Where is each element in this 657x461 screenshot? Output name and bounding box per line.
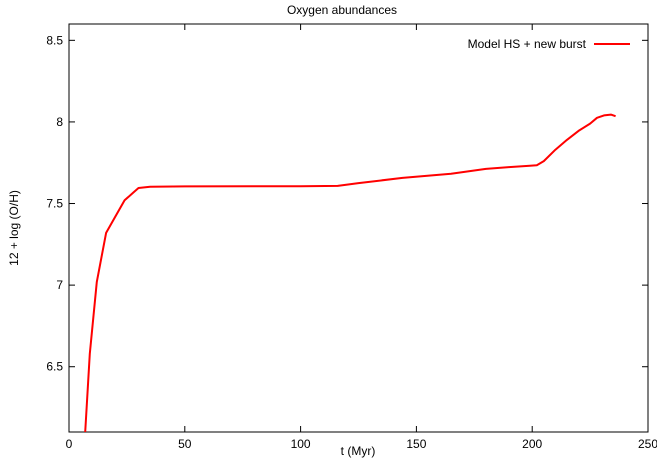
chart-title: Oxygen abundances xyxy=(287,3,397,17)
y-tick-label: 7.5 xyxy=(46,197,63,211)
legend: Model HS + new burst xyxy=(468,37,630,51)
y-tick-label: 7 xyxy=(56,278,63,292)
y-tick-label: 6.5 xyxy=(46,360,63,374)
x-tick-label: 0 xyxy=(66,437,73,451)
y-axis-label: 12 + log (O/H) xyxy=(7,190,21,266)
x-axis-label: t (Myr) xyxy=(341,444,376,458)
x-tick-label: 100 xyxy=(291,437,311,451)
series-line xyxy=(84,113,616,433)
x-axis: 0 50 100 150 200 250 xyxy=(66,24,657,451)
y-axis: 6.5 7 7.5 8 8.5 xyxy=(46,33,648,374)
y-tick-label: 8 xyxy=(56,115,63,129)
y-tick-label: 8.5 xyxy=(46,33,63,47)
x-tick-label: 150 xyxy=(406,437,426,451)
plot-frame xyxy=(68,23,649,433)
legend-label: Model HS + new burst xyxy=(468,37,587,51)
x-tick-label: 50 xyxy=(178,437,192,451)
x-tick-label: 250 xyxy=(638,437,657,451)
series-layer xyxy=(84,113,616,433)
x-tick-label: 200 xyxy=(522,437,542,451)
